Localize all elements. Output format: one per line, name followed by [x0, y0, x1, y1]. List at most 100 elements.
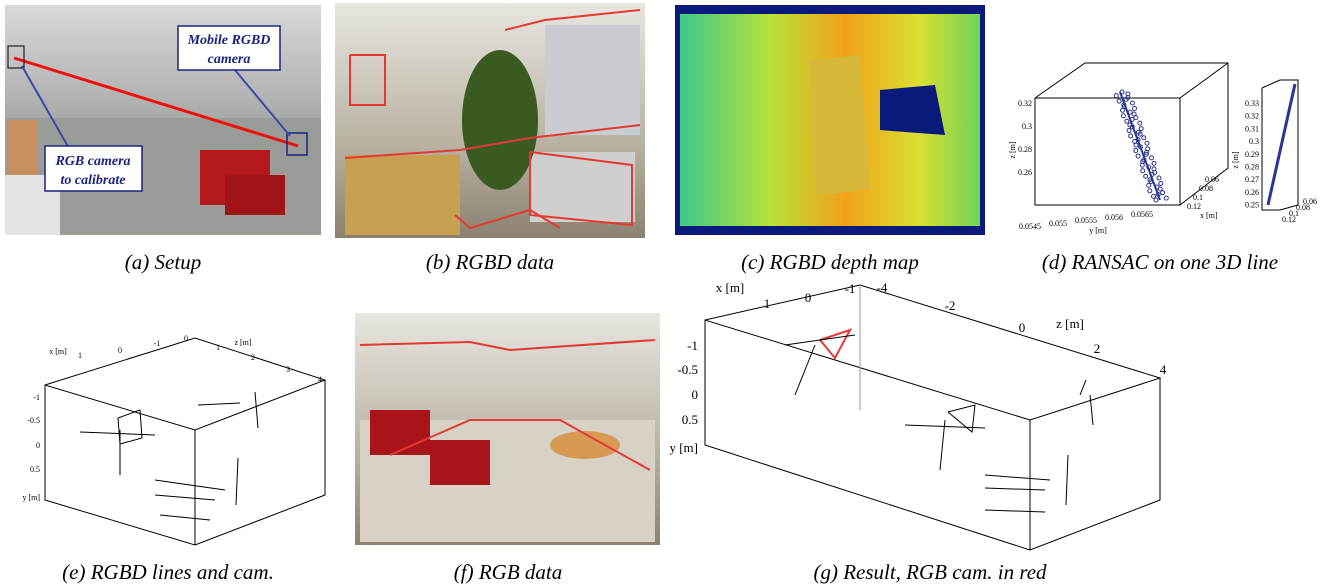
point	[1127, 128, 1131, 132]
axis-label: z [m]	[1056, 316, 1084, 331]
annotation: RGB camera	[54, 154, 130, 169]
caption: (a) Setup	[125, 250, 201, 274]
tick-label: -2	[945, 298, 956, 313]
caption: (d) RANSAC on one 3D line	[1042, 250, 1278, 274]
point	[1121, 114, 1125, 118]
line	[820, 330, 850, 358]
shape	[550, 431, 620, 459]
caption: (c) RGBD depth map	[741, 250, 919, 274]
rgbd-lines-plot	[45, 338, 325, 545]
tick-label: -0.5	[677, 362, 698, 377]
caption: (g) Result, RGB cam. in red	[813, 560, 1047, 584]
shape	[462, 50, 538, 190]
tick-label: 0.25	[1245, 201, 1259, 210]
point	[1136, 154, 1140, 158]
point	[1139, 127, 1143, 131]
tick-label: 0.29	[1245, 150, 1259, 159]
line	[1066, 455, 1068, 505]
line	[985, 510, 1045, 512]
line	[80, 432, 155, 435]
tick-label: 0.3	[1022, 122, 1032, 131]
shape	[880, 85, 945, 135]
point	[1129, 134, 1133, 138]
shape	[810, 55, 870, 195]
tick-label: 0.5	[30, 465, 40, 474]
line	[255, 392, 258, 428]
point	[1145, 141, 1149, 145]
tick-label: 0.12	[1187, 202, 1201, 211]
tick-label: 0.33	[1245, 99, 1259, 108]
tick-label: 2	[1094, 341, 1101, 356]
line	[1268, 84, 1295, 205]
tick-label: 0.08	[1199, 184, 1213, 193]
line	[795, 345, 815, 395]
tick-label: -1	[845, 281, 856, 296]
tick-label: 0	[1019, 320, 1026, 335]
tick-label: -1	[154, 339, 161, 348]
line	[155, 480, 225, 490]
ransac-points	[1114, 90, 1168, 202]
shape	[370, 410, 430, 455]
axis-label: z [m]	[234, 338, 251, 347]
point	[1117, 99, 1121, 103]
tick-label: 1	[764, 296, 771, 311]
caption: (e) RGBD lines and cam.	[62, 560, 274, 584]
depth-map	[675, 5, 985, 235]
tick-label: 0	[805, 290, 812, 305]
axis-label: y [m]	[1089, 226, 1107, 235]
annotation: to calibrate	[61, 173, 126, 188]
point	[1144, 174, 1148, 178]
tick-label: -0.5	[27, 416, 40, 425]
point	[1125, 119, 1129, 123]
photo-rgbd	[335, 3, 645, 238]
line	[940, 420, 945, 470]
tick-label: 0.06	[1205, 175, 1219, 184]
point	[1134, 116, 1138, 120]
tick-label: 0.26	[1018, 168, 1032, 177]
photo-setup	[5, 5, 321, 235]
point	[1148, 189, 1152, 193]
tick-label: 0.0555	[1075, 216, 1097, 225]
tick-label: 0	[36, 441, 40, 450]
point	[1157, 176, 1161, 180]
point	[1134, 149, 1138, 153]
caption: (b) RGBD data	[426, 250, 554, 274]
tick-label: 0.5	[682, 412, 698, 427]
line	[155, 495, 215, 500]
line	[985, 488, 1045, 490]
tick-label: 0	[118, 346, 122, 355]
tick-label: 4	[318, 375, 322, 384]
point	[1138, 121, 1142, 125]
tick-label: -1	[687, 338, 698, 353]
axis-label: z [m]	[1231, 151, 1240, 168]
tick-label: 0.055	[1049, 219, 1067, 228]
tick-label: 0.0545	[1019, 222, 1041, 231]
tick-label: 0.26	[1245, 188, 1259, 197]
point	[1161, 191, 1165, 195]
line	[1080, 380, 1086, 395]
tick-label: 0.0565	[1131, 210, 1153, 219]
line	[118, 410, 142, 444]
tick-label: 0.28	[1245, 163, 1259, 172]
annotation: camera	[208, 52, 251, 67]
tick-label: 2	[251, 353, 255, 362]
tick-label: 0.28	[1018, 145, 1032, 154]
line	[198, 403, 240, 405]
tick-label: 0.3	[1249, 137, 1259, 146]
tick-label: 1	[216, 343, 220, 352]
axis-label: y [m]	[22, 493, 40, 502]
line	[236, 458, 238, 505]
caption: (f) RGB data	[454, 560, 562, 584]
tick-label: 0.32	[1245, 112, 1259, 121]
tick-label: -4	[877, 280, 888, 295]
result-plot	[705, 285, 1160, 550]
line	[160, 515, 210, 520]
axis-label: y [m]	[669, 440, 698, 455]
point	[1147, 183, 1151, 187]
point	[1114, 94, 1118, 98]
tick-label: 0.31	[1245, 124, 1259, 133]
line	[45, 338, 325, 545]
shape	[8, 120, 38, 175]
axis-label: x [m]	[1200, 211, 1218, 220]
line	[1180, 63, 1228, 98]
